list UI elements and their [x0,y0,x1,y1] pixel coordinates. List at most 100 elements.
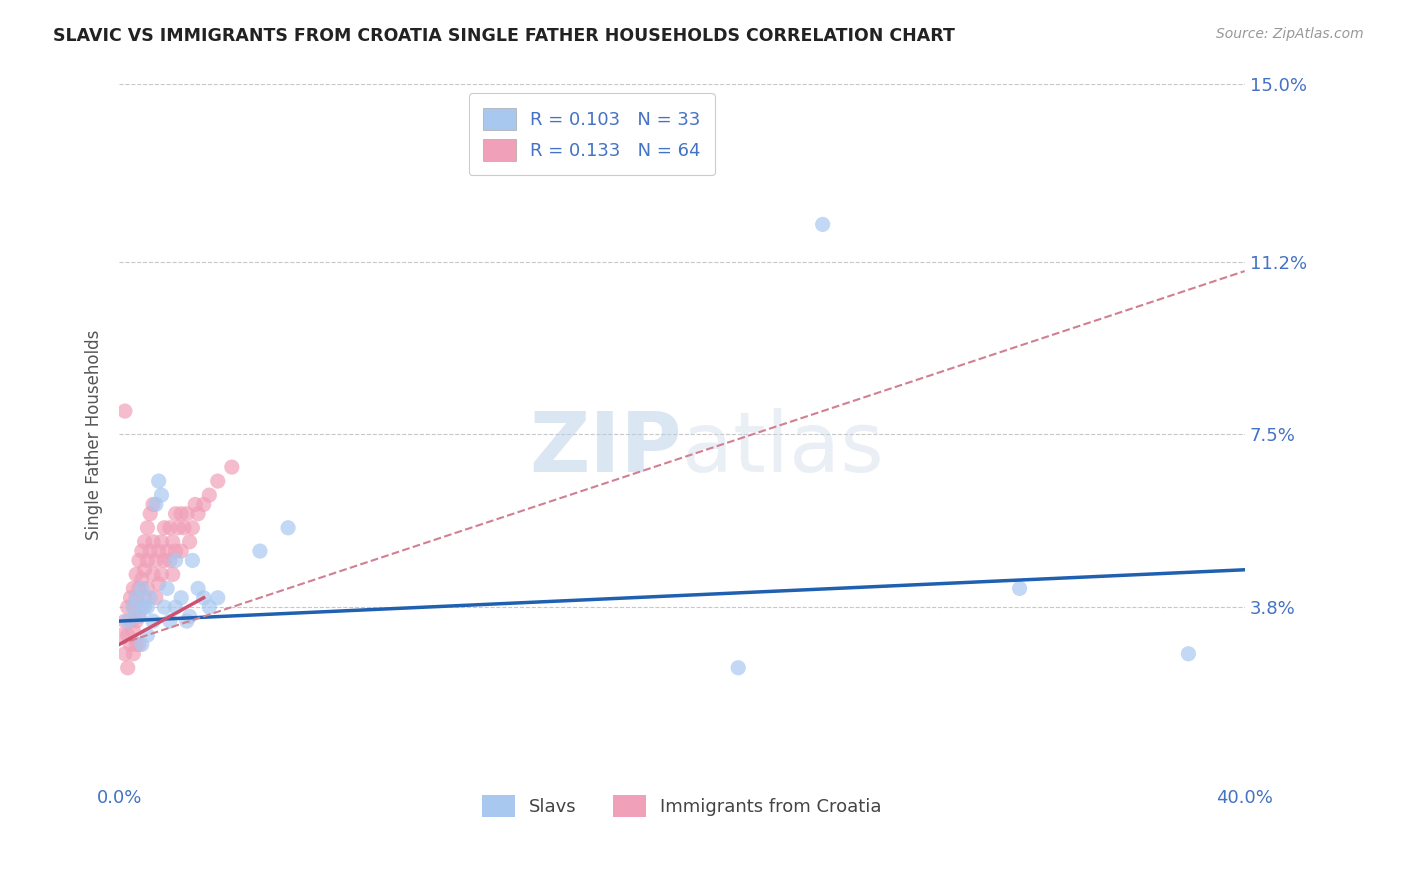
Point [125,591,148,605]
Legend: Slavs, Immigrants from Croatia: Slavs, Immigrants from Croatia [475,788,889,824]
Point [187,582,209,596]
Point [128,609,150,624]
Point [181,521,204,535]
Point [145,553,167,567]
Point [125,637,148,651]
Point [207,591,229,605]
Point [187,507,209,521]
Point [153,521,176,535]
Point [122,647,145,661]
Point [198,488,221,502]
Point [114,614,136,628]
Point [179,534,201,549]
Point [142,498,165,512]
Point [1177,647,1199,661]
Point [179,609,201,624]
Point [136,628,159,642]
Point [125,614,148,628]
Point [117,628,139,642]
Text: SLAVIC VS IMMIGRANTS FROM CROATIA SINGLE FATHER HOUSEHOLDS CORRELATION CHART: SLAVIC VS IMMIGRANTS FROM CROATIA SINGLE… [53,27,955,45]
Point [277,521,299,535]
Point [136,553,159,567]
Point [159,553,181,567]
Point [150,567,173,582]
Point [117,661,139,675]
Point [142,614,165,628]
Point [139,544,162,558]
Point [145,498,167,512]
Point [122,600,145,615]
Point [122,582,145,596]
Point [173,521,195,535]
Point [128,609,150,624]
Point [162,534,184,549]
Point [176,614,198,628]
Point [727,661,749,675]
Point [184,498,207,512]
Point [193,591,215,605]
Point [170,507,193,521]
Point [181,553,204,567]
Point [1008,582,1031,596]
Point [136,600,159,615]
Point [159,614,181,628]
Point [193,498,215,512]
Point [811,218,834,232]
Point [131,544,153,558]
Point [221,460,243,475]
Point [165,553,187,567]
Point [125,591,148,605]
Point [131,600,153,615]
Point [198,600,221,615]
Point [120,614,142,628]
Point [114,404,136,418]
Point [148,474,170,488]
Point [131,572,153,586]
Point [207,474,229,488]
Point [142,534,165,549]
Point [148,576,170,591]
Point [145,591,167,605]
Point [128,582,150,596]
Point [165,600,187,615]
Text: Source: ZipAtlas.com: Source: ZipAtlas.com [1216,27,1364,41]
Point [139,507,162,521]
Point [170,544,193,558]
Point [150,534,173,549]
Point [150,488,173,502]
Point [167,521,190,535]
Point [125,567,148,582]
Text: atlas: atlas [682,408,884,489]
Point [122,624,145,638]
Point [134,591,156,605]
Point [162,567,184,582]
Point [139,591,162,605]
Point [128,553,150,567]
Point [165,507,187,521]
Point [128,637,150,651]
Point [117,614,139,628]
Point [134,600,156,615]
Point [249,544,271,558]
Y-axis label: Single Father Households: Single Father Households [86,329,103,540]
Point [131,582,153,596]
Point [131,637,153,651]
Text: ZIP: ZIP [530,408,682,489]
Point [142,567,165,582]
Point [165,544,187,558]
Point [120,591,142,605]
Point [153,600,176,615]
Point [134,534,156,549]
Point [136,582,159,596]
Point [111,628,134,642]
Point [176,507,198,521]
Point [156,544,179,558]
Point [136,521,159,535]
Point [120,637,142,651]
Point [148,544,170,558]
Point [170,591,193,605]
Point [117,600,139,615]
Point [122,600,145,615]
Point [156,582,179,596]
Point [134,563,156,577]
